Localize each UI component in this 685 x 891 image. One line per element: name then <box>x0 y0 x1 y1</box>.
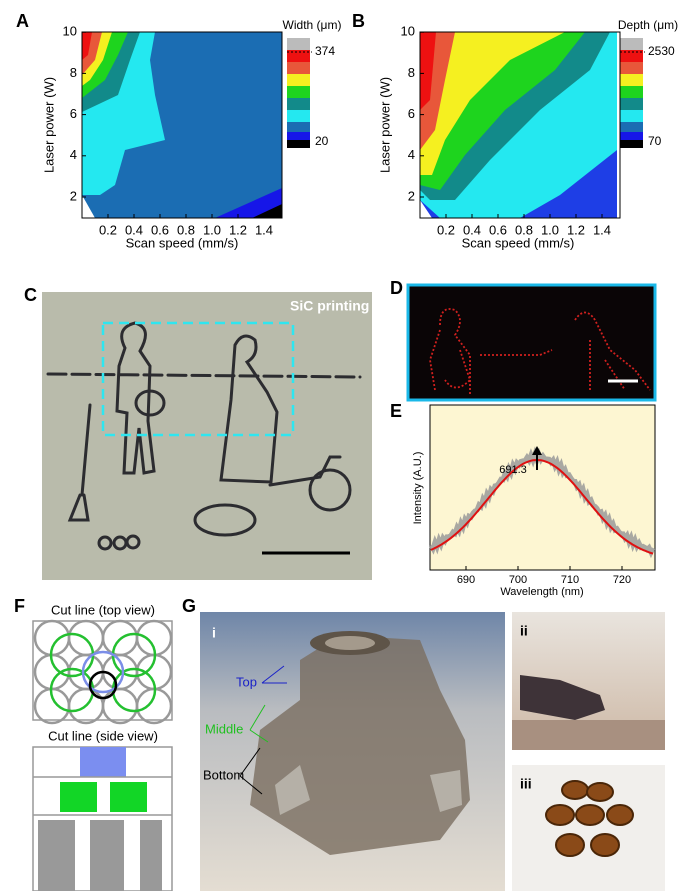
colorbar-b <box>620 38 645 148</box>
x-tick-label: 710 <box>561 574 579 586</box>
diagram-title: Cut line (top view) <box>51 602 155 617</box>
layer-label: Bottom <box>203 767 244 782</box>
y-tick-label: 2 <box>70 188 77 203</box>
colorbar-min: 70 <box>648 134 662 148</box>
photo-iii <box>512 765 665 891</box>
x-tick-label: 1.2 <box>567 222 585 237</box>
y-tick-label: 8 <box>70 65 77 80</box>
x-tick-label: 720 <box>613 574 631 586</box>
sub-label: iii <box>520 776 532 792</box>
x-tick-label: 0.4 <box>463 222 481 237</box>
peak-label: 691.3 <box>499 464 527 476</box>
sub-label: ii <box>520 623 528 639</box>
x-tick-label: 0.6 <box>489 222 507 237</box>
colorbar-min: 20 <box>315 134 329 148</box>
panel-label: D <box>390 278 403 298</box>
contour-b <box>420 32 617 218</box>
x-tick-label: 1.4 <box>593 222 611 237</box>
y-tick-label: 8 <box>408 65 415 80</box>
x-axis-label: Scan speed (mm/s) <box>462 235 575 250</box>
y-axis-label: Laser power (W) <box>377 77 392 173</box>
colorbar-title: Width (μm) <box>283 18 342 32</box>
colorbar-title: Depth (μm) <box>618 18 678 32</box>
colorbar-max: 374 <box>315 44 335 58</box>
panel-label: G <box>182 596 196 616</box>
diagram-title: Cut line (side view) <box>48 728 158 743</box>
y-axis-label: Laser power (W) <box>41 77 56 173</box>
image-caption: SiC printing <box>290 298 369 314</box>
x-axis-label: Scan speed (mm/s) <box>126 235 239 250</box>
sketch-image <box>42 292 372 580</box>
x-tick-label: 0.4 <box>125 222 143 237</box>
y-tick-label: 10 <box>401 24 415 39</box>
colorbar-max: 2530 <box>648 44 675 58</box>
x-tick-label: 1.0 <box>541 222 559 237</box>
x-tick-label: 0.6 <box>151 222 169 237</box>
panel-label: E <box>390 401 402 421</box>
y-tick-label: 4 <box>408 147 415 162</box>
x-tick-label: 1.2 <box>229 222 247 237</box>
x-tick-label: 0.2 <box>99 222 117 237</box>
x-tick-label: 700 <box>509 574 527 586</box>
cut-diagram <box>33 621 172 891</box>
layer-label: Middle <box>205 721 243 736</box>
panel-label: A <box>16 11 29 31</box>
colorbar-a <box>287 38 312 148</box>
panel-label: B <box>352 11 365 31</box>
panel-label: F <box>14 596 25 616</box>
x-tick-label: 0.8 <box>177 222 195 237</box>
panel-label: C <box>24 285 37 305</box>
sub-label: i <box>212 625 216 641</box>
photo-ii <box>512 612 665 750</box>
contour-a <box>82 32 310 218</box>
photo-i <box>200 612 505 891</box>
x-tick-label: 1.4 <box>255 222 273 237</box>
layer-label: Top <box>236 674 257 689</box>
spectrum-plot <box>430 405 655 570</box>
x-tick-label: 0.2 <box>437 222 455 237</box>
fluorescence-image <box>408 285 655 400</box>
x-tick-label: 1.0 <box>203 222 221 237</box>
x-axis-label: Wavelength (nm) <box>500 586 583 598</box>
x-tick-label: 690 <box>457 574 475 586</box>
x-tick-label: 0.8 <box>515 222 533 237</box>
y-axis-label: Intensity (A.U.) <box>412 452 424 525</box>
y-tick-label: 2 <box>408 188 415 203</box>
y-tick-label: 10 <box>63 24 77 39</box>
y-tick-label: 6 <box>408 106 415 121</box>
figure: A B C D E F G Width (μm) 374 20 Scan spe… <box>0 0 685 891</box>
page: A B C D E F G Width (μm) 374 20 Scan spe… <box>0 0 685 891</box>
y-tick-label: 6 <box>70 106 77 121</box>
y-tick-label: 4 <box>70 147 77 162</box>
